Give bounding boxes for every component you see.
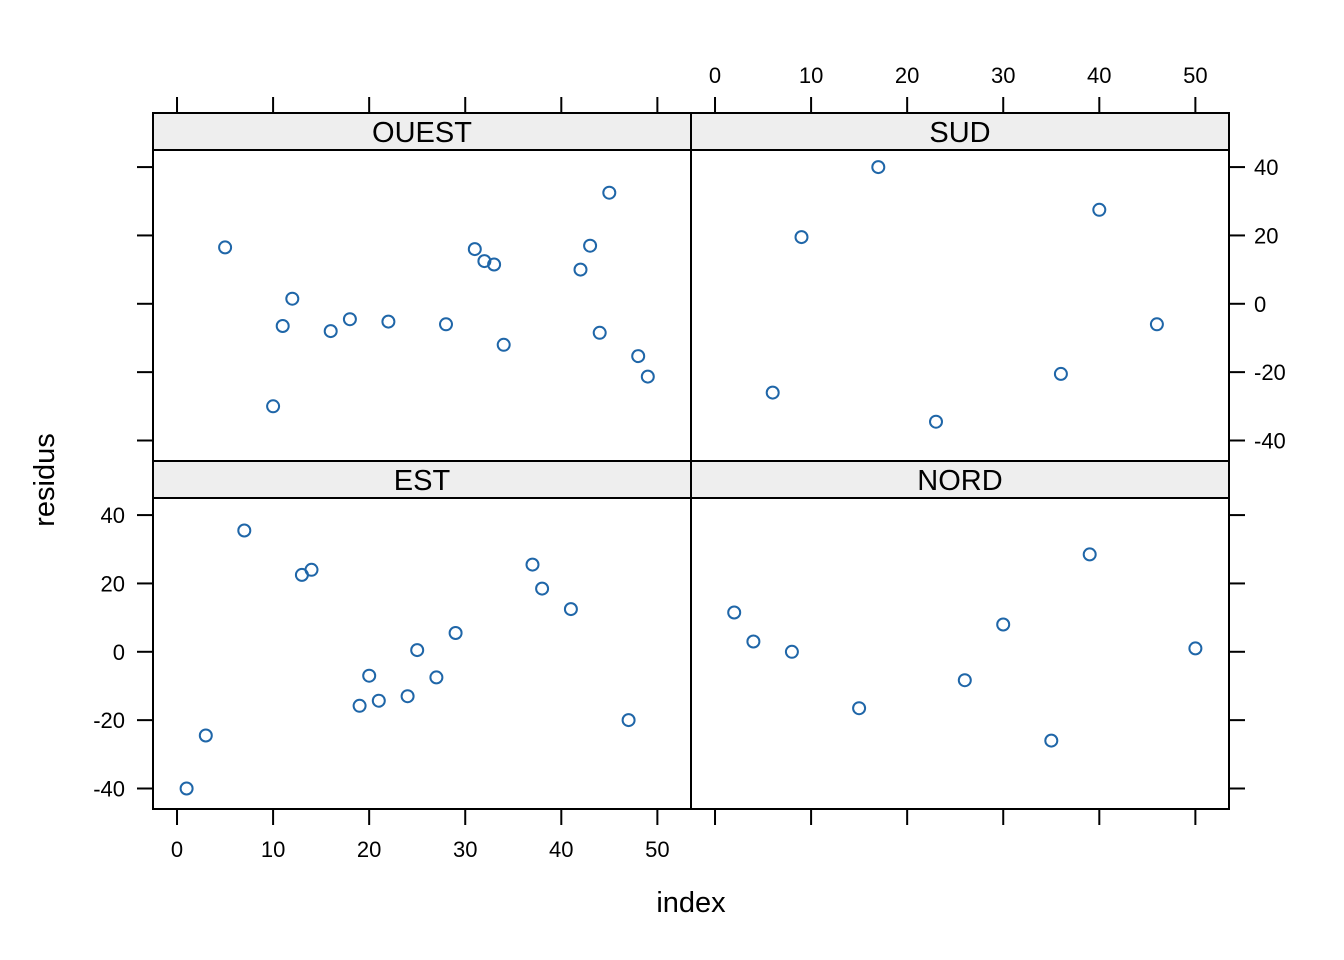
- strip-label-est: EST: [394, 465, 451, 497]
- data-point-est: [198, 728, 213, 743]
- data-point-sud: [1149, 317, 1164, 332]
- x-axis-bottom-left-tick-label: 20: [357, 837, 381, 862]
- data-point-est: [410, 643, 425, 658]
- panel-frame-nord: [690, 497, 1230, 810]
- x-axis-bottom-left-tick-label: 50: [645, 837, 669, 862]
- x-axis-top-right-tick-label: 10: [799, 63, 823, 88]
- data-point-sud: [1092, 202, 1107, 217]
- data-point-ouest: [218, 240, 233, 255]
- data-point-nord: [996, 617, 1011, 632]
- x-axis-top-right-tick-label: 50: [1183, 63, 1207, 88]
- data-point-sud: [765, 385, 780, 400]
- data-point-nord: [957, 673, 972, 688]
- y-axis-right-top-tick-label: -40: [1254, 428, 1286, 453]
- data-point-nord: [1044, 733, 1059, 748]
- data-point-ouest: [602, 185, 617, 200]
- strip-est: [152, 460, 692, 499]
- x-axis-bottom-left-tick-label: 30: [453, 837, 477, 862]
- data-point-nord: [784, 644, 799, 659]
- panel-frame-sud: [690, 149, 1230, 462]
- data-point-nord: [1082, 547, 1097, 562]
- strip-ouest: [152, 112, 692, 151]
- y-axis-title: residus: [29, 433, 61, 527]
- data-point-nord: [852, 701, 867, 716]
- y-axis-left-bottom-tick-label: 20: [101, 571, 125, 596]
- data-point-est: [179, 781, 194, 796]
- data-point-ouest: [573, 262, 588, 277]
- data-point-est: [362, 668, 377, 683]
- x-axis-top-right-tick-label: 30: [991, 63, 1015, 88]
- data-point-nord: [1188, 641, 1203, 656]
- x-axis-title: index: [656, 887, 726, 919]
- y-axis-left-bottom-tick-label: -20: [93, 708, 125, 733]
- data-point-est: [352, 698, 367, 713]
- x-axis-top-right-tick-label: 40: [1087, 63, 1111, 88]
- data-point-ouest: [275, 319, 290, 333]
- strip-label-sud: SUD: [929, 117, 990, 149]
- data-point-ouest: [592, 325, 607, 340]
- data-point-est: [371, 693, 386, 708]
- strip-nord: [690, 460, 1230, 499]
- data-point-ouest: [285, 291, 300, 306]
- x-axis-bottom-left-tick-label: 0: [171, 837, 183, 862]
- data-point-sud: [1053, 366, 1068, 381]
- data-point-ouest: [640, 369, 655, 384]
- x-axis-bottom-left-tick-label: 10: [261, 837, 285, 862]
- data-point-ouest: [342, 312, 357, 327]
- strip-label-ouest: OUEST: [372, 117, 472, 149]
- data-point-est: [535, 581, 550, 596]
- data-point-sud: [794, 230, 809, 245]
- data-point-sud: [929, 414, 943, 429]
- data-point-est: [525, 557, 540, 572]
- x-axis-bottom-left-tick-label: 40: [549, 837, 573, 862]
- y-axis-left-bottom-tick-label: 0: [113, 640, 125, 665]
- y-axis-right-top-tick-label: 0: [1254, 292, 1266, 317]
- data-point-nord: [746, 634, 761, 649]
- x-axis-top-right-tick-label: 20: [895, 63, 919, 88]
- data-point-ouest: [496, 337, 511, 352]
- data-point-est: [563, 602, 578, 617]
- y-axis-left-bottom-tick-label: 40: [101, 503, 125, 528]
- data-point-ouest: [487, 257, 502, 272]
- data-point-ouest: [439, 317, 453, 332]
- y-axis-right-top-tick-label: 20: [1254, 223, 1278, 248]
- data-point-est: [237, 523, 252, 538]
- data-point-ouest: [467, 242, 482, 257]
- y-axis-left-bottom-tick-label: -40: [93, 776, 125, 801]
- data-point-ouest: [323, 324, 338, 339]
- data-point-ouest: [266, 399, 281, 414]
- data-point-sud: [871, 160, 886, 175]
- data-point-est: [304, 562, 319, 577]
- data-point-ouest: [381, 314, 396, 329]
- data-point-est: [400, 689, 415, 704]
- data-point-est: [621, 713, 636, 728]
- data-point-ouest: [583, 238, 598, 253]
- strip-label-nord: NORD: [917, 465, 1002, 497]
- y-axis-right-top-tick-label: -20: [1254, 360, 1286, 385]
- x-axis-top-right-tick-label: 0: [709, 63, 721, 88]
- panel-frame-ouest: [152, 149, 692, 462]
- y-axis-right-top-tick-label: 40: [1254, 155, 1278, 180]
- data-point-est: [429, 670, 444, 685]
- data-point-ouest: [631, 349, 646, 364]
- data-point-est: [448, 626, 463, 640]
- data-point-nord: [727, 605, 742, 620]
